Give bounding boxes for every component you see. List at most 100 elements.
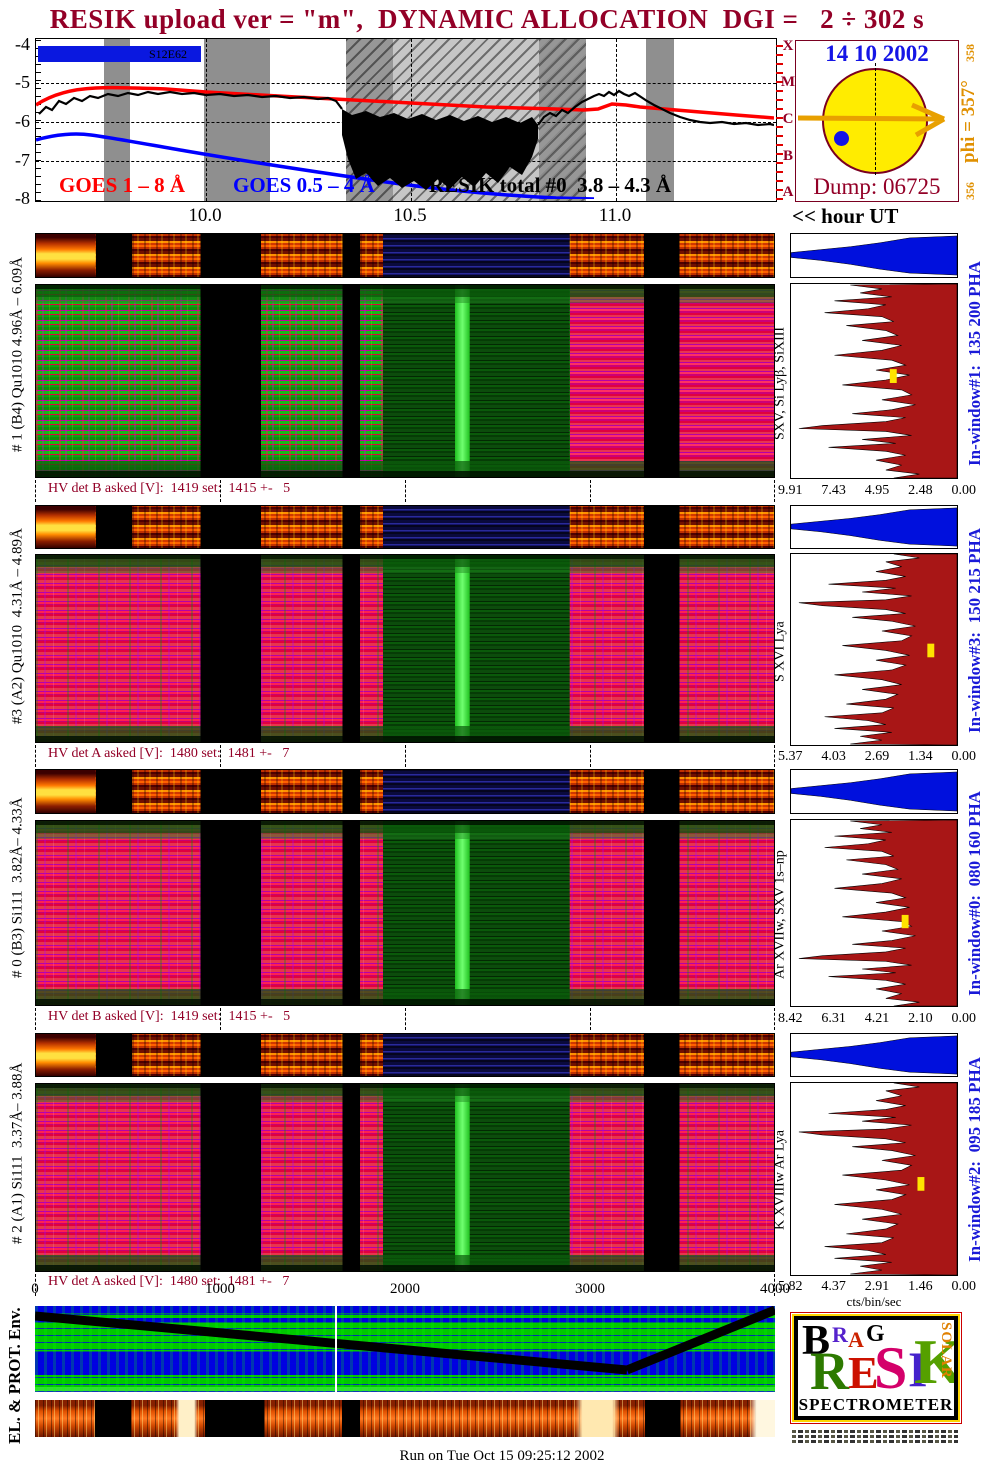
panel1-line-ids: SXV, Si Lyβ, SiXIII [772, 326, 788, 440]
panel1-pha-strip-spectrogram [35, 233, 775, 278]
panel0-pha-histogram [790, 769, 958, 814]
logo-letter: E [848, 1347, 879, 1398]
axis-tick: 2.10 [908, 1011, 933, 1026]
axis-tick: 0.00 [951, 749, 977, 764]
axis-tick: 1.46 [908, 1279, 933, 1294]
resik-total-dip-blob [342, 109, 538, 190]
radiation-belt-dark-edge [539, 39, 586, 201]
panel3-hist-axis: 5.37 4.03 2.69 1.34 0.00 [778, 749, 976, 765]
panel3-pha-strip-spectrogram [35, 505, 775, 549]
panel3-main-spectrogram [35, 554, 775, 743]
axis-tick: 2.91 [864, 1279, 890, 1294]
hour-ut-label: << hour UT [792, 204, 899, 228]
panel0-hv-text: HV det B asked [V]: 1419 set: 1415 +- 5 [48, 1009, 291, 1024]
goes-ytick: -5 [15, 72, 30, 92]
panel3-spectrum-histogram [790, 553, 958, 746]
panel1-main-spectrogram [35, 284, 775, 478]
goes-05-4-curve [36, 132, 595, 199]
panel0-main-spectrogram [35, 820, 775, 1006]
orbit-track [35, 1306, 775, 1375]
axis-tick: 0.00 [951, 1279, 977, 1294]
goes-class-x: X [782, 38, 794, 54]
panel0-line-ids: Ar XVIIw, SXV 1s–np [772, 850, 788, 980]
bin-tick: 2000 [390, 1281, 420, 1297]
goes-ytick: -4 [15, 34, 30, 54]
logo-letter: S [874, 1335, 908, 1401]
axis-tick: 4.37 [821, 1279, 846, 1294]
goes-class-a: A [782, 184, 794, 200]
bin-tick: 1000 [205, 1281, 235, 1297]
axis-tick: 4.95 [864, 483, 890, 498]
dump-number: Dump: 06725 [813, 174, 941, 199]
logo-letter: A [848, 1327, 864, 1352]
goes-curves [36, 85, 774, 199]
gridline-minus5 [36, 83, 776, 84]
gridline-10.0 [206, 39, 207, 201]
environment-panel [35, 1306, 775, 1392]
legend-goes-1-8: GOES 1 – 8 Å [59, 173, 186, 197]
gridline-11.0 [616, 39, 617, 201]
sun-position-panel: 14 10 2002 Dump: 06725 [795, 40, 959, 202]
bin-tick: 0 [31, 1281, 39, 1297]
scan-arrow [798, 102, 946, 138]
logo-solar: SOLAR [938, 1322, 954, 1379]
goes-right-red-axis [776, 38, 783, 200]
legend-resik-total: RESIK total #0 3.8 – 4.3 Å [429, 173, 672, 197]
logo-spectrometer: SPECTROMETER [798, 1395, 954, 1414]
panel2-pha-histogram [790, 1033, 958, 1077]
logo-letter: K [914, 1330, 954, 1394]
flare-interval-bar [38, 46, 201, 62]
phi-bottom-value: 356 [963, 182, 977, 200]
axis-tick: 6.31 [821, 1011, 846, 1026]
bin-tick: 4000 [760, 1281, 790, 1297]
night-band [646, 39, 674, 201]
panel2-hv-text: HV det A asked [V]: 1480 set: 1481 +- 7 [48, 1274, 290, 1289]
goes-class-c: C [782, 111, 794, 127]
logo-letter: R [810, 1341, 849, 1401]
panel3-line-ids: S XVI Lya [772, 621, 788, 683]
panel2-pha-strip-spectrogram [35, 1033, 775, 1077]
panel1-left-label: # 1 (B4) Qu1010 4.96Å – 6.09Å [9, 257, 26, 453]
panel0-pha-strip-spectrogram [35, 769, 775, 814]
panel0-left-label: # 0 (B3) Si111 3.82Å– 4.33Å [9, 797, 26, 979]
flare-site-label: S12E62 [149, 47, 188, 61]
panel1-pha-histogram [790, 233, 958, 278]
panel1-hv-text: HV det B asked [V]: 1419 set: 1415 +- 5 [48, 481, 291, 496]
phi-top-value: 358 [963, 44, 977, 62]
panel3-hv-row: HV det A asked [V]: 1480 set: 1481 +- 7 [35, 745, 775, 767]
axis-tick: 2.48 [908, 483, 933, 498]
night-band [104, 39, 130, 201]
axis-tick: 4.21 [864, 1011, 890, 1026]
panel1-hv-row: HV det B asked [V]: 1419 set: 1415 +- 5 [35, 480, 775, 502]
goes-xtick: 11.0 [598, 205, 632, 226]
axis-tick: 8.42 [778, 1011, 803, 1026]
panel0-window-label: In-window#0: 080 160 PHA [965, 791, 984, 997]
goes-ytick: -7 [15, 150, 30, 170]
panel3-left-label: #3 (A2) Qu1010 4.31Å – 4.89Å [9, 528, 26, 724]
panel2-spectrum-histogram [790, 1082, 958, 1276]
goes-xtick: 10.5 [393, 205, 427, 226]
logo-letter: R [832, 1322, 848, 1347]
legend-goes-05-4: GOES 0.5 – 4 Å [233, 173, 375, 197]
bin-tick: 3000 [575, 1281, 605, 1297]
axis-tick: 5.37 [778, 749, 803, 764]
flare-position-dot [834, 131, 849, 146]
resik-total-curve [537, 89, 774, 127]
temperature-strip [35, 1400, 775, 1437]
page-title: RESIK upload ver = "m", DYNAMIC ALLOCATI… [49, 4, 925, 34]
panel1-window-label: In-window#1: 135 200 PHA [965, 261, 984, 467]
logo-letter: G [866, 1321, 885, 1347]
panel2-hv-row: HV det A asked [V]: 1480 set: 1481 +- 7 [35, 1274, 775, 1296]
panel3-window-label: In-window#3: 150 215 PHA [965, 528, 984, 734]
axis-tick: 1.34 [908, 749, 933, 764]
hist-units-label: cts/bin/sec [846, 1294, 902, 1309]
goes-class-b: B [782, 148, 793, 164]
panel2-left-label: # 2 (A1) Si111 3.37Å– 3.88Å [9, 1062, 26, 1244]
panel2-window-label: In-window#2: 095 185 PHA [965, 1057, 984, 1263]
panel1-hist-axis: 9.91 7.43 4.95 2.48 0.00 [778, 483, 976, 499]
logo-credits-microtext [792, 1428, 958, 1443]
axis-tick: 4.03 [821, 749, 846, 764]
panel1-spectrum-histogram [790, 283, 958, 479]
axis-tick: 2.69 [864, 749, 890, 764]
